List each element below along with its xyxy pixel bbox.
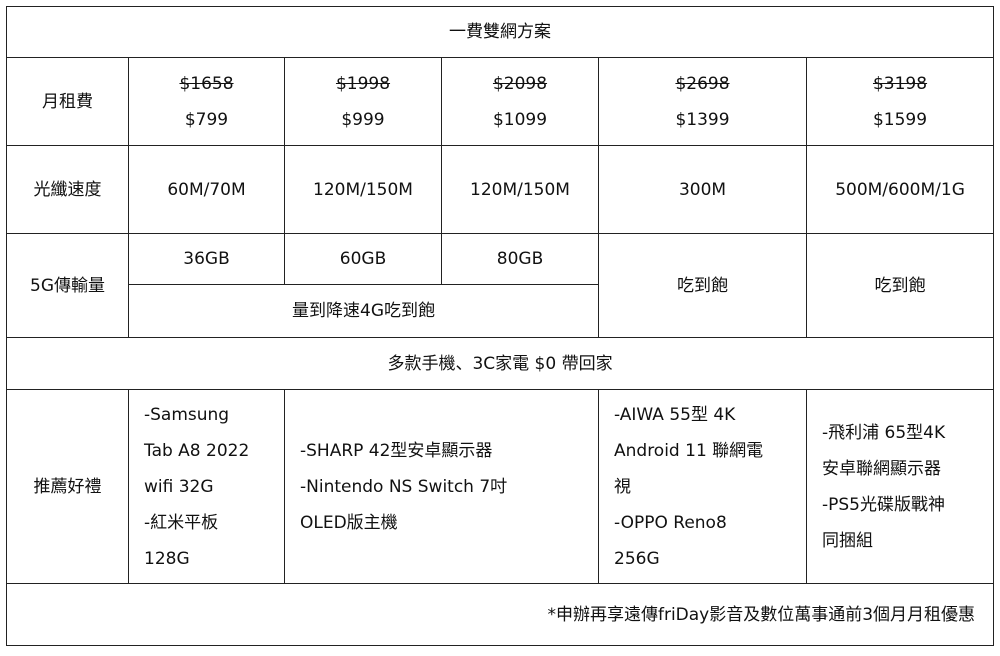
- original-price: $2698: [675, 73, 730, 94]
- gift-line: OLED版主機: [300, 512, 398, 533]
- data-cell: 60GB: [284, 233, 442, 285]
- price-cell: $1658 $799: [128, 57, 285, 146]
- price-cell: $2698 $1399: [598, 57, 807, 146]
- gift-line: Tab A8 2022: [144, 440, 250, 461]
- price-cell: $2098 $1099: [441, 57, 599, 146]
- gift-line: -SHARP 42型安卓顯示器: [300, 440, 493, 461]
- gift-cell: -SHARP 42型安卓顯示器 -Nintendo NS Switch 7吋 O…: [284, 389, 599, 584]
- speed-cell: 500M/600M/1G: [805, 145, 995, 234]
- row-label: 月租費: [6, 57, 129, 146]
- row-label: 推薦好禮: [6, 389, 129, 584]
- speed-cell: 120M/150M: [284, 145, 442, 234]
- gift-line: -飛利浦 65型4K: [822, 422, 946, 443]
- gift-line: 安卓聯網顯示器: [822, 458, 941, 479]
- gift-line: -紅米平板: [144, 512, 219, 533]
- plan-table: 一費雙網方案 月租費 $1658 $799 $1998 $999 $2098 $109…: [5, 6, 995, 646]
- gift-line: -Nintendo NS Switch 7吋: [300, 476, 508, 497]
- after-limit-cell: 量到降速4G吃到飽: [128, 284, 599, 338]
- data-cell: 吃到飽: [805, 233, 995, 338]
- gift-line: Android 11 聯網電: [614, 440, 764, 461]
- data-cell: 吃到飽: [598, 233, 807, 338]
- promo-banner: 多款手機、3C家電 $0 帶回家: [5, 337, 995, 390]
- row-label: 光纖速度: [6, 145, 129, 234]
- speed-cell: 120M/150M: [441, 145, 599, 234]
- speed-cell: 60M/70M: [128, 145, 285, 234]
- table-title: 一費雙網方案: [5, 6, 995, 58]
- original-price: $3198: [872, 73, 928, 94]
- original-price: $1658: [179, 73, 234, 94]
- original-price: $1998: [335, 73, 391, 94]
- data-cell: 80GB: [441, 233, 599, 285]
- gift-line: -OPPO Reno8: [614, 512, 727, 533]
- data-cell: 36GB: [128, 233, 285, 285]
- gift-line: 同捆組: [822, 530, 873, 551]
- gift-line: 視: [614, 476, 631, 497]
- gift-line: -Samsung: [144, 404, 230, 425]
- gift-line: 128G: [144, 548, 190, 569]
- price-cell: $3198 $1599: [805, 57, 995, 146]
- discount-price: $1099: [492, 109, 548, 130]
- original-price: $2098: [492, 73, 548, 94]
- speed-cell: 300M: [598, 145, 807, 234]
- gift-cell: -AIWA 55型 4K Android 11 聯網電 視 -OPPO Reno…: [598, 389, 807, 584]
- gift-cell: -飛利浦 65型4K 安卓聯網顯示器 -PS5光碟版戰神 同捆組: [805, 389, 995, 584]
- gifts-row: 推薦好禮 -Samsung Tab A8 2022 wifi 32G -紅米平板…: [6, 389, 995, 584]
- gift-line: -PS5光碟版戰神: [822, 494, 945, 515]
- discount-price: $1599: [872, 109, 928, 130]
- fiber-speed-row: 光纖速度 60M/70M 120M/150M 120M/150M 300M 50…: [6, 145, 995, 234]
- gift-line: 256G: [614, 548, 660, 569]
- monthly-fee-row: 月租費 $1658 $799 $1998 $999 $2098 $1099 $2698…: [6, 57, 995, 146]
- footnote: *申辦再享遠傳friDay影音及數位萬事通前3個月月租優惠: [5, 583, 995, 646]
- data-5g-row: 5G傳輸量 36GB 60GB 80GB 吃到飽 吃到飽: [6, 233, 995, 338]
- discount-price: $999: [341, 109, 385, 130]
- gift-line: -AIWA 55型 4K: [614, 404, 736, 425]
- gift-cell: -Samsung Tab A8 2022 wifi 32G -紅米平板 128G: [128, 389, 285, 584]
- discount-price: $1399: [675, 109, 730, 130]
- gift-line: wifi 32G: [144, 476, 214, 497]
- price-cell: $1998 $999: [284, 57, 442, 146]
- discount-price: $799: [184, 109, 229, 130]
- row-label: 5G傳輸量: [6, 233, 129, 338]
